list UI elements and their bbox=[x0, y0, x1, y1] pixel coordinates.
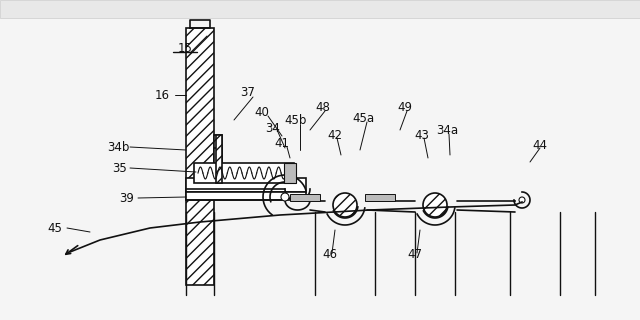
Text: 34b: 34b bbox=[107, 140, 129, 154]
Text: 44: 44 bbox=[532, 139, 547, 151]
Circle shape bbox=[423, 193, 447, 217]
Text: 41: 41 bbox=[275, 137, 289, 149]
Text: 16: 16 bbox=[154, 89, 170, 101]
Text: 45a: 45a bbox=[352, 111, 374, 124]
Bar bbox=[194, 163, 294, 183]
Text: 37: 37 bbox=[241, 85, 255, 99]
Text: 15: 15 bbox=[177, 42, 193, 54]
Circle shape bbox=[519, 197, 525, 203]
Text: 45: 45 bbox=[47, 221, 63, 235]
Text: 48: 48 bbox=[316, 100, 330, 114]
Text: 46: 46 bbox=[323, 249, 337, 261]
Bar bbox=[186, 178, 306, 192]
Text: 34: 34 bbox=[266, 122, 280, 134]
Text: 40: 40 bbox=[255, 106, 269, 118]
Bar bbox=[365, 194, 395, 201]
Circle shape bbox=[333, 193, 357, 217]
Text: 45b: 45b bbox=[285, 114, 307, 126]
Bar bbox=[186, 192, 306, 200]
Bar bbox=[214, 135, 222, 170]
Text: 43: 43 bbox=[415, 129, 429, 141]
Bar bbox=[0, 0, 640, 18]
Text: 35: 35 bbox=[113, 162, 127, 174]
Bar bbox=[186, 28, 214, 285]
Text: 42: 42 bbox=[328, 129, 342, 141]
Text: 34a: 34a bbox=[436, 124, 458, 137]
Text: 47: 47 bbox=[408, 249, 422, 261]
Bar bbox=[290, 194, 320, 201]
Bar bbox=[216, 135, 222, 183]
Bar bbox=[284, 163, 296, 183]
Bar bbox=[214, 148, 222, 180]
Circle shape bbox=[281, 193, 289, 201]
Text: 49: 49 bbox=[397, 100, 413, 114]
Text: 39: 39 bbox=[120, 191, 134, 204]
